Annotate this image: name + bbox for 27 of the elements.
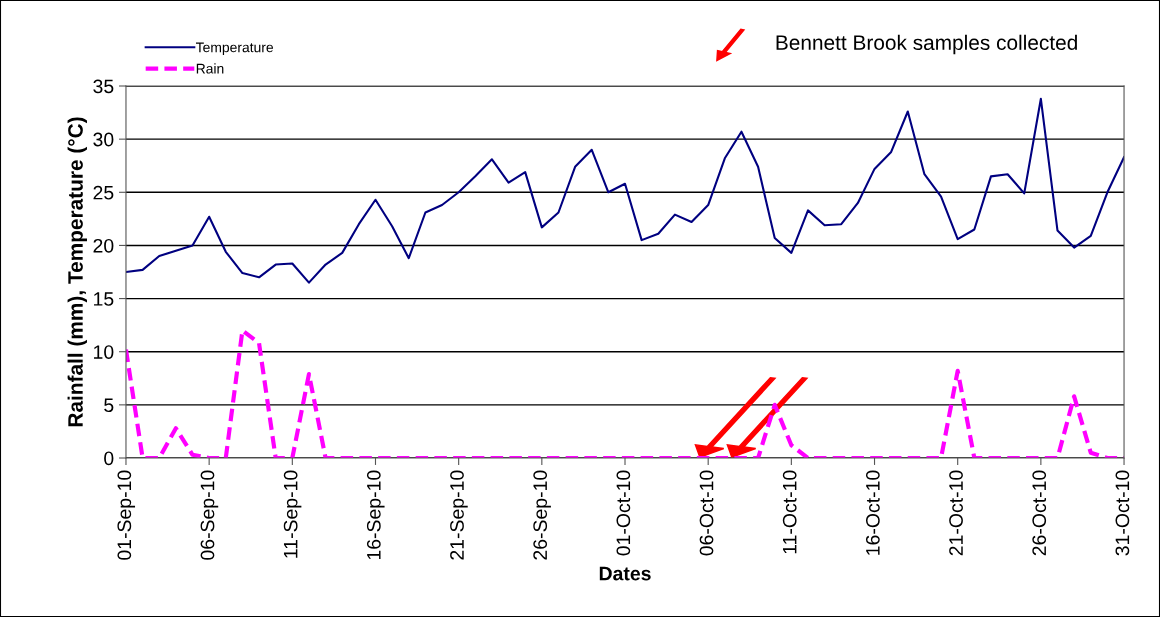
x-tick-label: 11-Oct-10	[782, 470, 797, 554]
x-tick-label: 26-Oct-10	[1032, 470, 1047, 556]
y-tick-label: 0	[104, 451, 114, 466]
x-tick-label: 21-Sep-10	[450, 470, 468, 560]
legend-label: Rain	[196, 63, 224, 74]
y-tick-label: 20	[93, 238, 114, 253]
x-tick-label: 06-Sep-10	[200, 470, 219, 560]
line-series	[125, 97, 1125, 284]
y-tick-label: 15	[94, 292, 114, 306]
text: Bennett Brook samples collected	[776, 34, 1077, 55]
x-tick-label: 26-Sep-10	[533, 470, 551, 560]
y-axis-title: Rainfall (mm), Temperature (°C)	[67, 117, 87, 427]
x-tick-label: 21-Oct-10	[949, 470, 963, 556]
y-tick-label: 25	[93, 185, 114, 200]
x-axis-title: Dates	[599, 566, 651, 581]
y-tick-label: 35	[93, 79, 114, 94]
y-tick-label: 5	[104, 398, 114, 413]
y-tick-label: 10	[94, 345, 114, 359]
x-tick-label: 01-Sep-10	[117, 470, 136, 560]
legend-label: Temperature	[195, 42, 274, 56]
x-tick-label: 11-Sep-10	[283, 470, 302, 558]
x-tick-label: 16-Oct-10	[865, 470, 880, 555]
x-tick-label: 01-Oct-10	[616, 470, 631, 556]
x-tick-label: 06-Oct-10	[699, 470, 714, 556]
y-tick-label: 30	[93, 132, 114, 147]
x-tick-label: 31-Oct-10	[1115, 470, 1130, 556]
x-tick-label: 16-Sep-10	[366, 470, 385, 560]
